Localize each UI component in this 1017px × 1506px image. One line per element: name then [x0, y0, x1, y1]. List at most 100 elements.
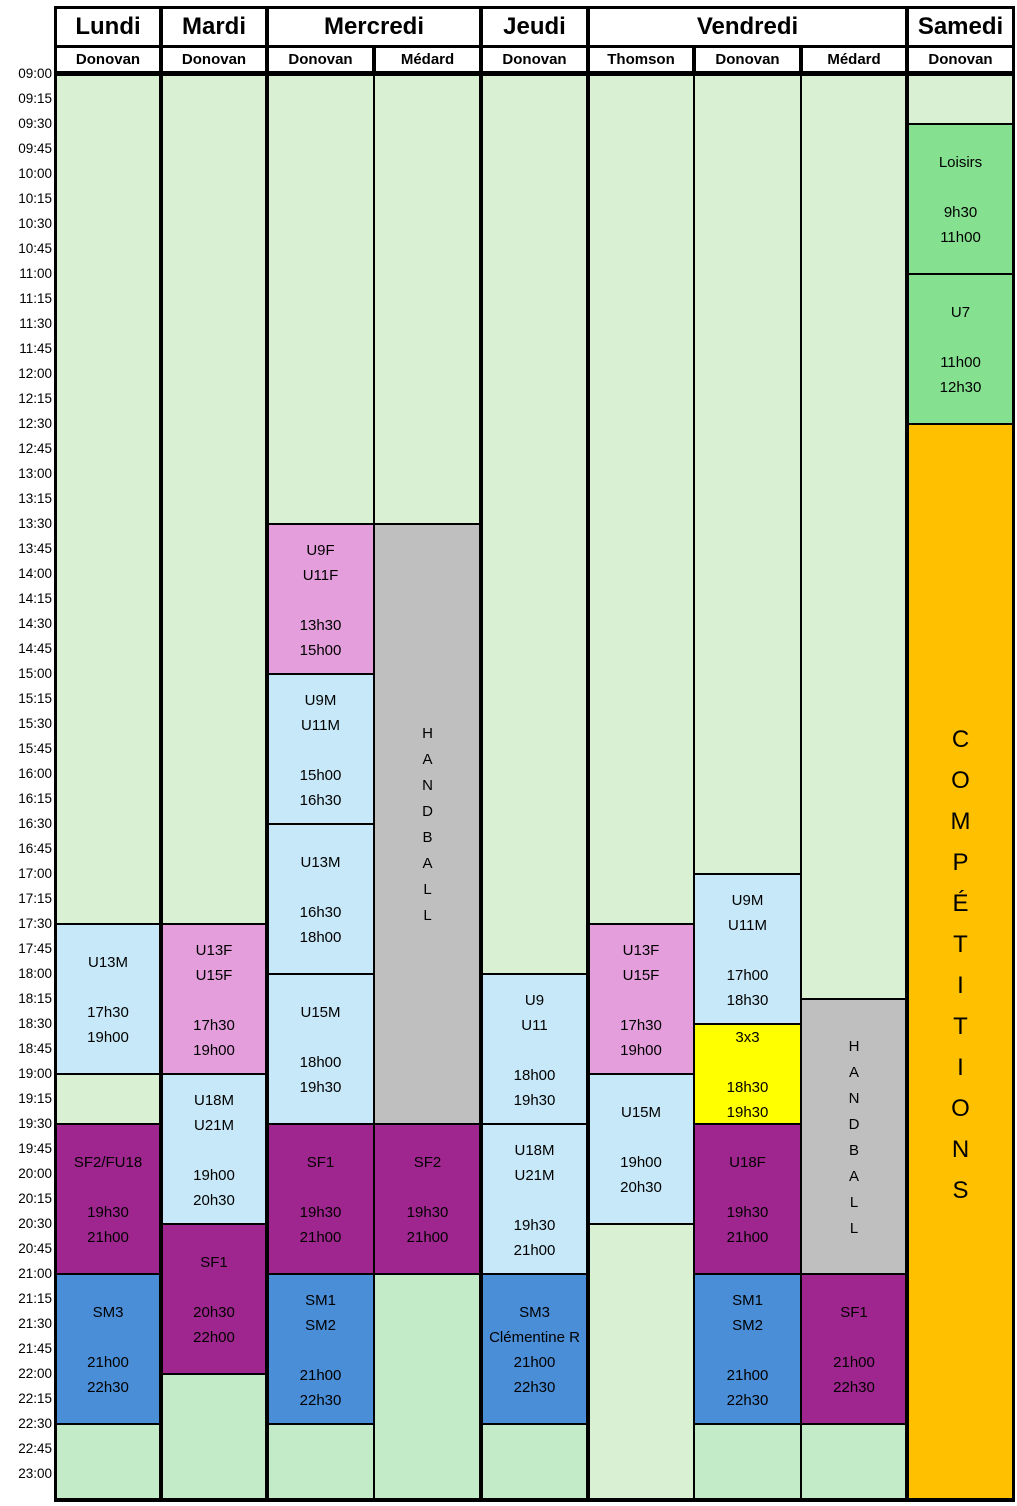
time-label: 13:00: [18, 466, 52, 481]
session-block[interactable]: SM3 21h00 22h30: [54, 1273, 162, 1425]
session-label: U13M: [87, 954, 128, 971]
session-line: 18h00: [513, 1066, 556, 1084]
session-block[interactable]: Loisirs 9h30 11h00: [906, 123, 1015, 275]
session-block[interactable]: SF2 19h30 21h00: [373, 1123, 482, 1275]
session-line: 12h30: [939, 379, 982, 396]
coach-header: Donovan: [54, 48, 162, 74]
session-label: U15M: [620, 1104, 661, 1121]
session-block[interactable]: U9M U11M 17h00 18h30: [693, 873, 802, 1025]
session-line: 19h30: [406, 1204, 449, 1221]
time-label: 12:30: [18, 416, 52, 431]
session-block[interactable]: SM1 SM2 21h00 22h30: [266, 1273, 375, 1425]
session-block[interactable]: U7 11h00 12h30: [906, 273, 1015, 425]
free-slot: [54, 1073, 162, 1125]
session-block[interactable]: U9 U11 18h00 19h30: [480, 973, 589, 1125]
time-label: 20:30: [18, 1216, 52, 1231]
vertical-letter: H: [422, 725, 433, 742]
session-block[interactable]: SF1 19h30 21h00: [266, 1123, 375, 1275]
session-block[interactable]: U13M 17h30 19h00: [54, 923, 162, 1075]
session-block[interactable]: U9F U11F 13h30 15h00: [266, 523, 375, 675]
time-label: 13:15: [18, 491, 52, 506]
time-label: 19:00: [18, 1066, 52, 1081]
session-block[interactable]: U15M 19h00 20h30: [587, 1073, 695, 1225]
time-label: 11:15: [19, 291, 52, 306]
session-block[interactable]: SF1 21h00 22h30: [800, 1273, 908, 1425]
time-label: 14:45: [18, 641, 52, 656]
session-label: U13M: [300, 854, 341, 871]
session-label: SM3: [92, 1304, 124, 1321]
time-label: 11:30: [19, 316, 52, 331]
free-slot: [266, 1423, 375, 1500]
session-block[interactable]: U13F U15F 17h30 19h00: [587, 923, 695, 1075]
session-line: 17h00: [726, 966, 769, 984]
session-block[interactable]: SF1 20h30 22h00: [160, 1223, 268, 1375]
vertical-letter: I: [957, 1054, 964, 1081]
session-block[interactable]: 3x3 18h30 19h30: [693, 1023, 802, 1125]
session-label: SM3: [519, 1304, 550, 1321]
session-block[interactable]: U13F U15F 17h30 19h00: [160, 923, 268, 1075]
vertical-letter: L: [849, 1219, 859, 1237]
time-label: 21:15: [18, 1291, 52, 1306]
session-label: U9: [524, 991, 545, 1009]
time-label: 16:00: [18, 766, 52, 781]
vertical-letter: L: [849, 1193, 859, 1211]
session-line: 16h30: [299, 791, 342, 809]
vertical-letter: D: [848, 1115, 860, 1133]
session-line: 22h30: [87, 1379, 129, 1396]
time-label: 12:00: [18, 366, 52, 381]
session-line: U15F: [622, 966, 660, 984]
day-header: Mercredi: [266, 6, 482, 48]
vertical-letter: N: [848, 1089, 860, 1107]
session-line: 17h30: [620, 1016, 662, 1034]
time-label: 18:00: [18, 966, 52, 981]
free-slot: [373, 73, 482, 525]
session-label: U9M: [731, 891, 764, 909]
session-line: 15h00: [299, 641, 342, 659]
session-line: 19h00: [620, 1154, 662, 1171]
session-line: 21h00: [513, 1354, 556, 1371]
session-line: 20h30: [193, 1191, 235, 1209]
session-block[interactable]: U13M 16h30 18h00: [266, 823, 375, 975]
time-label: 19:30: [18, 1116, 52, 1131]
session-line: 20h30: [620, 1179, 662, 1196]
session-line: 21h00: [726, 1229, 769, 1246]
session-block[interactable]: U18F 19h30 21h00: [693, 1123, 802, 1275]
session-block[interactable]: U15M 18h00 19h30: [266, 973, 375, 1125]
session-block[interactable]: SM1 SM2 21h00 22h30: [693, 1273, 802, 1425]
free-slot: [587, 1223, 695, 1500]
day-header: Vendredi: [587, 6, 908, 48]
vertical-letter: A: [848, 1063, 859, 1081]
time-label: 15:45: [18, 741, 52, 756]
session-block[interactable]: SF2/FU18 19h30 21h00: [54, 1123, 162, 1275]
free-slot: [54, 1423, 162, 1500]
free-slot: [266, 73, 375, 525]
session-block[interactable]: SM3 Clémentine R 21h00 22h30: [480, 1273, 589, 1425]
vertical-letter: C: [951, 726, 970, 753]
time-label: 20:15: [18, 1191, 52, 1206]
time-label: 21:45: [18, 1341, 52, 1356]
time-label: 15:00: [18, 666, 52, 681]
session-label: SF1: [306, 1154, 335, 1171]
session-line: 19h00: [620, 1041, 662, 1059]
session-line: 15h00: [299, 766, 342, 784]
coach-header: Donovan: [693, 48, 802, 74]
session-label: SM1: [732, 1291, 763, 1309]
free-slot: [480, 1423, 589, 1500]
session-block[interactable]: U18M U21M 19h00 20h30: [160, 1073, 268, 1225]
session-line: 19h30: [726, 1104, 769, 1121]
session-line: 19h30: [513, 1091, 556, 1109]
session-line: 19h00: [193, 1041, 235, 1059]
session-block[interactable]: U9M U11M 15h00 16h30: [266, 673, 375, 825]
session-line: SM2: [305, 1316, 336, 1334]
time-label: 09:45: [18, 141, 52, 156]
session-line: 21h00: [726, 1366, 769, 1384]
session-block[interactable]: U18M U21M 19h30 21h00: [480, 1123, 589, 1275]
session-line: U11M: [301, 716, 340, 734]
time-label: 09:15: [18, 91, 52, 106]
session-line: SM2: [732, 1316, 763, 1334]
session-label: U7: [950, 304, 971, 321]
time-label: 20:00: [18, 1166, 52, 1181]
